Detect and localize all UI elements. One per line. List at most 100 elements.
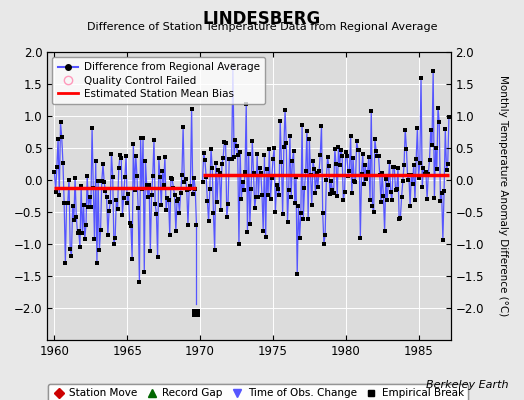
Point <box>128 256 136 262</box>
Point <box>215 170 224 176</box>
Point <box>431 145 440 151</box>
Point <box>327 178 335 184</box>
Point <box>370 136 379 142</box>
Point <box>167 175 175 182</box>
Point <box>310 166 319 172</box>
Point <box>143 182 151 188</box>
Point <box>76 244 84 250</box>
Point <box>173 198 181 204</box>
Point <box>238 179 247 185</box>
Point <box>63 199 72 206</box>
Point <box>220 138 228 145</box>
Point <box>445 114 453 120</box>
Point <box>319 210 327 216</box>
Point <box>216 207 225 213</box>
Point <box>152 210 160 217</box>
Point <box>105 208 113 214</box>
Point <box>271 208 279 215</box>
Point <box>83 172 91 179</box>
Point <box>285 186 293 193</box>
Point <box>296 234 304 241</box>
Point <box>59 160 67 166</box>
Point <box>331 146 339 152</box>
Point <box>346 132 355 139</box>
Point <box>365 153 373 160</box>
Point <box>304 216 312 222</box>
Point <box>397 194 406 200</box>
Point <box>416 159 424 166</box>
Point <box>228 62 237 68</box>
Point <box>89 185 97 191</box>
Point <box>305 136 313 142</box>
Point <box>303 128 311 134</box>
Point <box>312 170 321 176</box>
Point <box>366 197 374 203</box>
Point <box>133 173 141 179</box>
Point <box>376 172 384 178</box>
Text: Berkeley Earth: Berkeley Earth <box>426 380 508 390</box>
Point <box>412 156 420 162</box>
Point <box>294 203 303 210</box>
Point <box>235 241 243 247</box>
Point <box>407 172 416 179</box>
Point <box>218 161 226 167</box>
Point <box>51 189 60 195</box>
Point <box>381 176 390 182</box>
Point <box>112 197 121 203</box>
Point <box>204 218 213 225</box>
Point <box>291 200 299 206</box>
Point <box>86 204 95 210</box>
Point <box>403 176 412 183</box>
Point <box>185 185 193 192</box>
Point <box>186 182 194 189</box>
Point <box>202 174 210 180</box>
Point <box>344 172 352 179</box>
Point <box>100 179 108 185</box>
Point <box>212 160 220 166</box>
Point <box>324 163 333 170</box>
Point <box>318 123 326 129</box>
Point <box>135 279 144 286</box>
Point <box>169 184 178 191</box>
Point <box>353 138 361 144</box>
Point <box>110 241 118 247</box>
Point <box>288 158 297 164</box>
Point <box>99 161 107 167</box>
Point <box>442 167 451 174</box>
Point <box>151 201 159 208</box>
Point <box>190 175 198 181</box>
Point <box>333 193 342 199</box>
Point <box>180 179 189 185</box>
Point <box>419 165 428 171</box>
Point <box>392 186 401 192</box>
Point <box>199 178 207 185</box>
Point <box>188 106 196 112</box>
Point <box>127 223 135 229</box>
Point <box>70 217 78 223</box>
Point <box>301 168 310 174</box>
Point <box>322 176 331 183</box>
Point <box>422 169 430 175</box>
Point <box>234 152 242 158</box>
Point <box>117 155 125 161</box>
Point <box>192 222 201 228</box>
Point <box>268 175 276 182</box>
Point <box>356 234 365 241</box>
Point <box>158 168 167 174</box>
Point <box>121 174 129 180</box>
Point <box>374 152 383 159</box>
Point <box>401 126 409 133</box>
Point <box>280 144 288 150</box>
Point <box>277 159 286 166</box>
Point <box>272 182 281 188</box>
Point <box>214 167 223 173</box>
Point <box>326 191 334 197</box>
Point <box>361 162 369 168</box>
Point <box>425 156 434 163</box>
Point <box>155 155 163 162</box>
Point <box>122 153 130 160</box>
Point <box>224 200 232 207</box>
Point <box>72 214 81 220</box>
Point <box>144 194 152 200</box>
Point <box>150 137 158 144</box>
